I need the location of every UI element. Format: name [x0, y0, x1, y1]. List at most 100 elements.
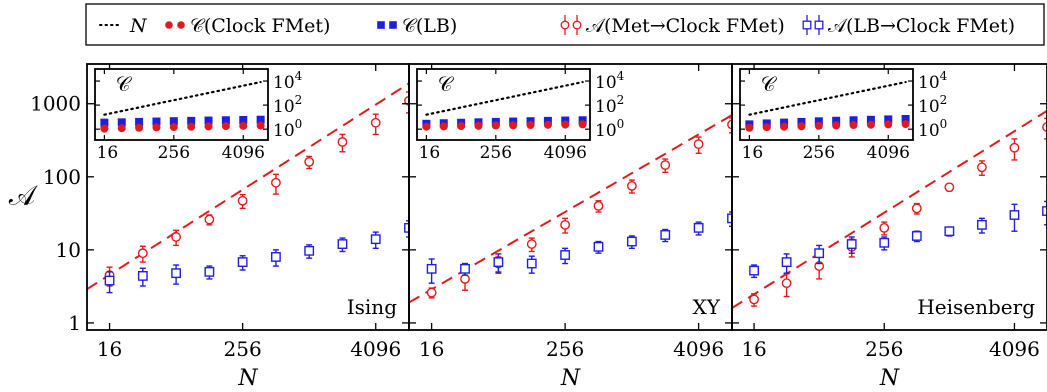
marker-circle: [693, 139, 704, 150]
x-tick-label: 16: [419, 337, 444, 361]
data-point: [814, 244, 825, 265]
inset-marker-dot: [239, 121, 248, 130]
data-point: [560, 217, 571, 234]
inset-y-tick-label: 100: [918, 117, 947, 141]
data-point: [493, 253, 504, 274]
inset-marker-dot: [866, 120, 875, 129]
inset-y-tick-label: 102: [918, 93, 947, 117]
marker-square: [526, 258, 537, 269]
y-axis-label: 𝒜: [9, 179, 39, 212]
marker-square: [660, 230, 671, 240]
marker-circle: [171, 232, 182, 242]
inset-x-tick-label: 16: [97, 143, 119, 163]
legend-swatch-dot-0: [165, 21, 173, 29]
data-point: [1042, 117, 1047, 140]
fit-line: [732, 109, 1047, 309]
marker-circle: [560, 219, 571, 230]
marker-circle: [879, 222, 890, 233]
inset-y-label: 𝒞: [116, 72, 133, 96]
legend-item-1: 𝒞(Clock FMet): [165, 15, 330, 37]
marker-circle: [271, 177, 281, 188]
data-point: [879, 221, 890, 236]
x-axis-label: N: [560, 366, 581, 391]
marker-square: [879, 237, 890, 248]
inset-frame: [416, 68, 591, 141]
inset-N-line: [425, 80, 584, 116]
marker-circle: [1042, 122, 1047, 132]
inset-marker-dot: [135, 123, 144, 132]
marker-square: [693, 222, 704, 233]
inset-frame: [739, 68, 914, 141]
marker-square: [460, 263, 470, 274]
data-point: [660, 158, 671, 174]
marker-circle: [137, 248, 148, 259]
marker-square: [781, 257, 792, 267]
inset-marker-dot: [439, 122, 448, 131]
inset-marker-dot: [117, 124, 126, 133]
data-point: [781, 253, 792, 274]
legend-label-0: N: [129, 15, 148, 37]
inset-x-tick-label: 16: [742, 143, 764, 163]
marker-square: [911, 231, 922, 241]
marker-square: [271, 252, 281, 262]
inset-marker-dot: [745, 123, 754, 132]
inset-y-tick-label: 104: [918, 69, 948, 93]
data-point: [204, 214, 215, 226]
inset-marker-dot: [832, 121, 841, 130]
data-point: [104, 271, 115, 294]
marker-square: [137, 271, 148, 281]
inset-marker-square: [578, 116, 587, 125]
marker-square: [626, 236, 637, 247]
legend-item-3: 𝒜(Met→Clock FMet): [560, 15, 785, 37]
inset-marker-dot: [849, 121, 858, 130]
inset-marker-square: [117, 118, 126, 127]
legend-swatch-square-1: [389, 21, 397, 29]
inset-marker-square: [187, 116, 196, 125]
marker-circle: [1009, 142, 1020, 153]
marker-circle: [460, 274, 470, 284]
data-point: [370, 113, 381, 136]
y-tick-label: 100: [43, 165, 81, 189]
inset-marker-square: [832, 116, 841, 125]
inset-marker-square: [561, 116, 570, 125]
inset-y-tick-label: 100: [595, 117, 624, 141]
data-point: [660, 228, 671, 243]
marker-circle: [781, 278, 792, 289]
inset-marker-square: [204, 116, 213, 125]
data-point: [593, 200, 604, 213]
inset-x-tick-label: 256: [803, 143, 835, 163]
data-point: [944, 226, 955, 237]
data-point: [1042, 200, 1047, 226]
inset-y-tick-label: 100: [273, 117, 302, 141]
data-point: [137, 245, 148, 263]
data-point: [526, 237, 537, 253]
legend-swatch-opensquare-0: [802, 20, 812, 30]
inset-x-tick-label: 256: [158, 143, 190, 163]
marker-circle: [977, 162, 987, 173]
inset-x-tick-label: 256: [480, 143, 512, 163]
panel-title: Heisenberg: [917, 295, 1035, 319]
data-point: [171, 264, 182, 285]
data-point: [271, 249, 281, 267]
marker-square: [977, 219, 987, 230]
legend-item-4: 𝒜(LB→Clock FMet): [802, 15, 1015, 37]
data-point: [911, 230, 922, 243]
inset-marker-square: [256, 115, 265, 124]
marker-square: [304, 245, 315, 256]
x-tick-label: 256: [865, 337, 903, 361]
x-tick-label: 16: [741, 337, 766, 361]
inset-marker-square: [169, 117, 178, 126]
inset-N-line: [748, 80, 907, 116]
inset-marker-dot: [561, 120, 570, 129]
data-point: [944, 182, 955, 193]
inset-marker-dot: [256, 121, 265, 130]
legend-item-2: 𝒞(LB): [377, 15, 457, 37]
inset-y-tick-label: 102: [273, 93, 302, 117]
legend-item-0: N: [99, 15, 148, 37]
inset-marker-square: [814, 117, 823, 126]
